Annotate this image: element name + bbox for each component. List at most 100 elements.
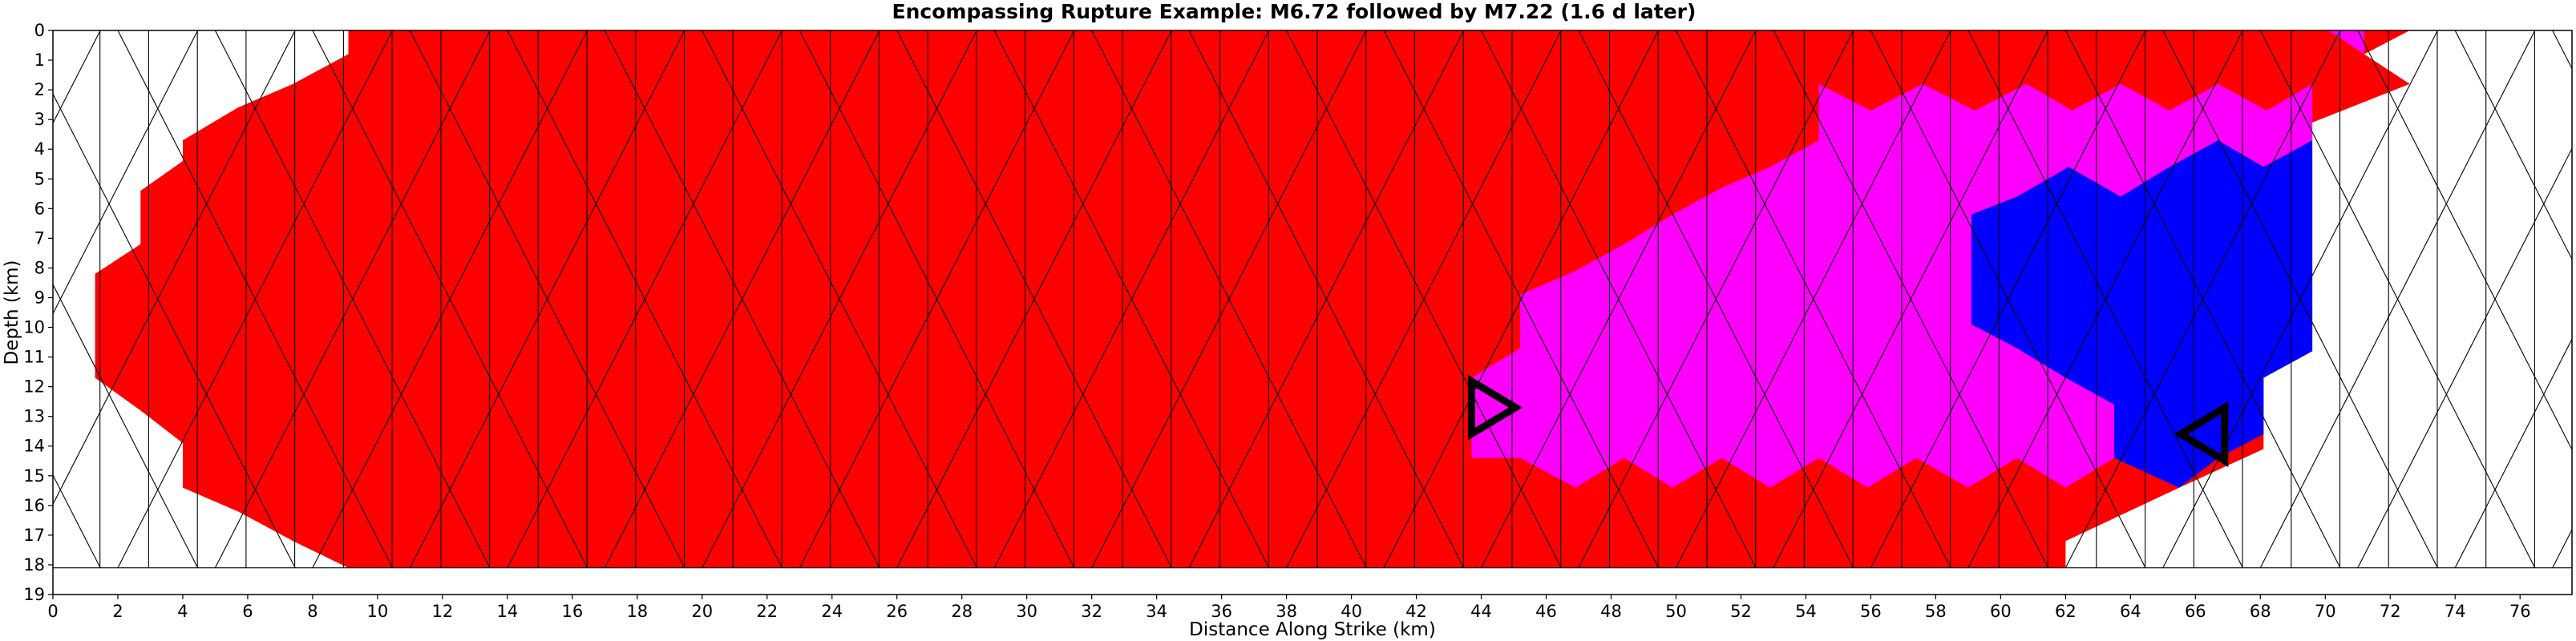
hypocenter-markers xyxy=(1467,374,2229,467)
x-tick-label: 34 xyxy=(1146,602,1167,621)
x-tick-label: 30 xyxy=(1016,602,1037,621)
x-tick-label: 32 xyxy=(1081,602,1102,621)
x-tick-label: 40 xyxy=(1341,602,1362,621)
mesh-diagonal-edge xyxy=(53,474,101,568)
mesh-diagonal-edge xyxy=(702,30,977,568)
chart-title: Encompassing Rupture Example: M6.72 foll… xyxy=(892,0,1696,23)
x-tick-label: 66 xyxy=(2185,602,2206,621)
x-tick-label: 6 xyxy=(242,602,253,621)
y-tick-label: 5 xyxy=(34,169,45,188)
y-tick-label: 3 xyxy=(34,110,45,129)
x-tick-label: 20 xyxy=(691,602,713,621)
y-tick-label: 10 xyxy=(23,318,45,337)
x-tick-label: 60 xyxy=(1990,602,2012,621)
x-tick-label: 38 xyxy=(1276,602,1297,621)
x-tick-label: 54 xyxy=(1795,602,1817,621)
marker-second_hypocenter xyxy=(2174,401,2229,467)
y-tick-label: 14 xyxy=(23,437,45,456)
x-tick-label: 16 xyxy=(561,602,583,621)
y-tick-label: 17 xyxy=(23,526,45,545)
mesh-diagonal-edge xyxy=(1188,30,1465,568)
region-blue xyxy=(1971,140,2313,488)
mesh-diagonal-edge xyxy=(409,30,685,568)
x-tick-label: 56 xyxy=(1860,602,1882,621)
mesh-diagonal-edge xyxy=(53,30,101,124)
x-tick-label: 72 xyxy=(2380,602,2401,621)
y-tick-label: 9 xyxy=(34,288,45,307)
mesh-diagonal-edge xyxy=(2357,30,2572,451)
x-tick-label: 10 xyxy=(367,602,389,621)
mesh-diagonal-edge xyxy=(1286,30,1562,568)
mesh-diagonal-edge xyxy=(799,30,1075,568)
y-tick-label: 11 xyxy=(23,348,45,367)
y-tick-label: 0 xyxy=(34,21,45,40)
x-tick-label: 64 xyxy=(2120,602,2141,621)
x-axis-label: Distance Along Strike (km) xyxy=(1189,619,1436,640)
marker-first_hypocenter xyxy=(1467,374,1523,441)
mesh-diagonal-edge xyxy=(53,30,296,506)
x-tick-label: 46 xyxy=(1535,602,1557,621)
mesh-diagonal-edge xyxy=(1481,30,1757,568)
mesh-diagonal-edge xyxy=(1967,30,2243,568)
x-tick-label: 58 xyxy=(1925,602,1947,621)
y-tick-label: 18 xyxy=(23,555,45,574)
x-tick-label: 28 xyxy=(951,602,973,621)
region-magenta-top xyxy=(2328,30,2364,54)
x-tick-label: 76 xyxy=(2509,602,2531,621)
y-axis-label: Depth (km) xyxy=(2,260,22,365)
mesh-diagonal-edge xyxy=(1091,30,1367,568)
mesh-diagonal-edge xyxy=(1383,30,1660,568)
x-tick-label: 12 xyxy=(432,602,454,621)
mesh-diagonal-edge xyxy=(604,30,880,568)
x-tick-label: 24 xyxy=(821,602,843,621)
mesh-diagonal-edge xyxy=(2454,338,2572,568)
x-axis-ticks: 0 2 4 6 8 10 12 14 16 18 20 22 24 26 28 30 32 34 36 38 40 42 4… xyxy=(47,595,2531,621)
x-tick-label: 52 xyxy=(1730,602,1752,621)
mesh-diagonal-edge xyxy=(1870,30,2146,568)
x-tick-label: 44 xyxy=(1470,602,1492,621)
x-tick-label: 36 xyxy=(1211,602,1232,621)
x-tick-label: 2 xyxy=(112,602,123,621)
x-tick-label: 22 xyxy=(756,602,778,621)
rupture-regions xyxy=(95,30,2410,568)
mesh-diagonal-edge xyxy=(1578,30,1854,568)
x-tick-label: 18 xyxy=(626,602,648,621)
y-tick-label: 19 xyxy=(23,585,45,604)
mesh-diagonal-edge xyxy=(53,30,199,315)
y-tick-label: 2 xyxy=(34,80,45,99)
x-tick-label: 14 xyxy=(496,602,518,621)
x-tick-label: 50 xyxy=(1665,602,1687,621)
y-tick-label: 4 xyxy=(34,139,45,159)
mesh-diagonal-edge xyxy=(507,30,783,568)
mesh-diagonal-edge xyxy=(2259,30,2536,568)
mesh-diagonal-edge xyxy=(2454,30,2572,260)
mesh-diagonal-edge xyxy=(1773,30,2048,568)
y-tick-label: 6 xyxy=(34,199,45,218)
x-tick-label: 4 xyxy=(177,602,188,621)
triangular-mesh xyxy=(53,30,2572,569)
x-tick-label: 70 xyxy=(2315,602,2336,621)
y-tick-label: 13 xyxy=(23,407,45,426)
x-tick-label: 62 xyxy=(2055,602,2077,621)
y-tick-label: 12 xyxy=(23,377,45,397)
y-tick-label: 15 xyxy=(23,466,45,486)
plot-frame xyxy=(52,30,2573,595)
y-tick-label: 16 xyxy=(23,496,45,515)
mesh-diagonal-edge xyxy=(117,30,393,568)
x-tick-label: 0 xyxy=(47,602,58,621)
mesh-diagonal-edge xyxy=(2357,147,2572,568)
mesh-diagonal-edge xyxy=(312,30,588,568)
x-tick-label: 42 xyxy=(1405,602,1427,621)
region-magenta xyxy=(1471,83,2313,488)
x-tick-label: 68 xyxy=(2250,602,2271,621)
y-tick-label: 8 xyxy=(34,258,45,277)
mesh-diagonal-edge xyxy=(896,30,1172,568)
x-tick-label: 8 xyxy=(307,602,317,621)
x-tick-label: 48 xyxy=(1600,602,1622,621)
y-tick-label: 7 xyxy=(34,228,45,248)
x-tick-label: 26 xyxy=(886,602,908,621)
mesh-diagonal-edge xyxy=(2064,30,2341,568)
x-tick-label: 74 xyxy=(2445,602,2466,621)
